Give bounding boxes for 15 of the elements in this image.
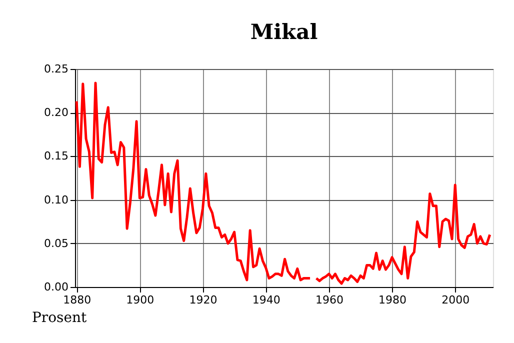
x-tick-label: 1920 bbox=[189, 294, 218, 306]
x-tick-label: 1940 bbox=[252, 294, 280, 306]
y-tick-label: 0.25 bbox=[44, 62, 68, 76]
x-tick-label: 1880 bbox=[63, 294, 92, 306]
x-tick-label: 1960 bbox=[315, 294, 344, 306]
y-tick-label: 0.00 bbox=[44, 280, 68, 294]
y-tick-label: 0.05 bbox=[44, 236, 68, 250]
text: Prosent bbox=[32, 310, 88, 326]
y-tick-label: 0.20 bbox=[44, 106, 68, 120]
y-tick-label: 0.15 bbox=[44, 150, 68, 163]
chart-title: Mikal bbox=[250, 19, 318, 44]
x-tick-label: 2000 bbox=[442, 294, 470, 306]
x-tick-label: 1900 bbox=[126, 294, 154, 306]
y-tick-label: 0.10 bbox=[44, 193, 68, 206]
x-tick-label: 1980 bbox=[378, 294, 407, 306]
